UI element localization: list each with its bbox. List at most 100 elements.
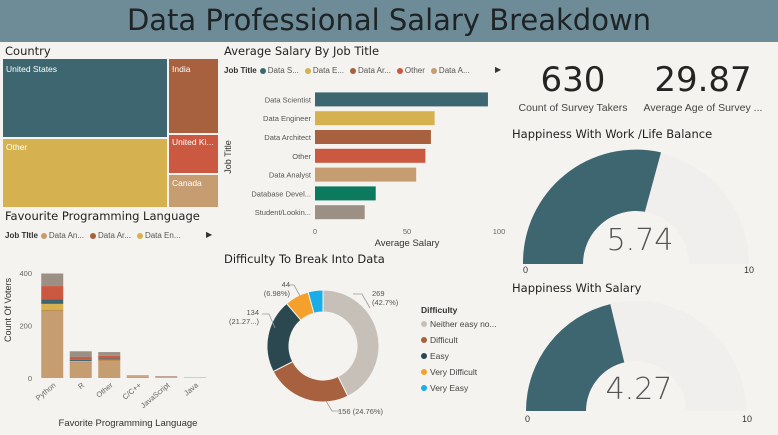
stacked-bar-segment[interactable] [41, 299, 64, 304]
gauge-value: 5.74 [607, 223, 674, 258]
legend-item[interactable]: Very Easy [421, 383, 497, 393]
legend-item-label: Very Difficult [430, 367, 478, 377]
job-title-tick-label: Database Devel... [251, 189, 311, 198]
legend-dot [421, 321, 427, 327]
legend-item[interactable]: Data An... [40, 231, 85, 240]
legend-item[interactable]: Data Ar... [350, 66, 391, 75]
fav-lang-chart[interactable]: 0 200 400 Python R Other C/C++JavaScript Java Co… [0, 248, 220, 432]
stacked-bar-segment[interactable] [69, 351, 92, 358]
legend-item[interactable]: Other [396, 66, 425, 75]
donut-data-label: 44 [282, 280, 290, 289]
treemap-tile-united-states[interactable] [3, 59, 167, 137]
x-tick-label: 50 [403, 227, 411, 236]
legend-item-label: Data S... [267, 66, 299, 75]
treemap-tile-united-kingdom[interactable] [169, 135, 218, 173]
stacked-bar-segment[interactable] [69, 359, 92, 361]
legend-item-label: Other [404, 66, 425, 75]
legend-item[interactable]: Data En... [136, 231, 181, 240]
stacked-bar-segment[interactable] [41, 311, 64, 378]
work-life-gauge-title: Happiness With Work /Life Balance [512, 127, 713, 141]
language-tick-label: Java [182, 380, 201, 398]
stacked-bar-segment[interactable] [155, 376, 178, 377]
gauge-min-label: 0 [523, 265, 528, 275]
legend-item[interactable]: Data A... [430, 66, 470, 75]
legend-item[interactable]: Difficult [421, 335, 497, 345]
stacked-bar-segment[interactable] [69, 360, 92, 362]
stacked-bar-segment[interactable] [98, 358, 121, 360]
salary-bar[interactable] [315, 205, 365, 220]
stacked-bar-segment[interactable] [41, 273, 64, 287]
stacked-bar-segment[interactable] [98, 359, 121, 361]
x-axis-title: Favorite Programming Language [59, 418, 198, 429]
salary-bar[interactable] [315, 186, 376, 201]
treemap-tile-other[interactable] [3, 139, 167, 207]
avg-salary-chart[interactable]: Data Scientist Data Engineer Data Architec… [222, 82, 514, 252]
legend-item[interactable]: Data S... [259, 66, 299, 75]
salary-bar[interactable] [315, 111, 435, 126]
legend-item[interactable]: Neither easy no... [421, 319, 497, 329]
stacked-bar-segment[interactable] [98, 360, 121, 361]
country-treemap[interactable]: United States India Other United Ki... C… [3, 59, 218, 207]
stacked-bar-segment[interactable] [155, 377, 178, 378]
donut-data-label: (6.98%) [264, 289, 291, 298]
stacked-bar-segment[interactable] [41, 310, 64, 312]
legend-dot [259, 67, 266, 74]
legend-scroll-right-icon[interactable]: ▶ [495, 65, 502, 74]
legend-item-label: Data An... [48, 231, 85, 240]
gauge-fill [526, 304, 625, 411]
salary-bar[interactable] [315, 130, 431, 144]
stacked-bar-segment[interactable] [41, 303, 64, 311]
stacked-bar-segment[interactable] [98, 355, 121, 359]
x-axis-title: Average Salary [375, 238, 440, 249]
legend-item[interactable]: Easy [421, 351, 497, 361]
language-tick-label: Python [34, 381, 58, 403]
stacked-bar-segment[interactable] [41, 286, 64, 300]
salary-bar[interactable] [315, 92, 488, 107]
average-age-value: 29.87 [654, 60, 752, 100]
legend-item[interactable]: Data Ar... [90, 231, 131, 240]
language-tick-label: C/C++ [121, 380, 144, 401]
job-title-tick-label: Data Analyst [269, 171, 312, 180]
salary-gauge[interactable]: 4.27 0 10 [515, 293, 765, 431]
donut-data-label: (21.27...) [229, 317, 260, 326]
difficulty-donut-chart[interactable]: 269(42.7%) 156 (24.76%) 134(21.27...) 44(6.… [222, 270, 418, 420]
work-life-gauge[interactable]: 5.74 0 10 [515, 140, 765, 278]
donut-slice[interactable] [322, 289, 380, 397]
salary-bar[interactable] [315, 148, 426, 163]
language-tick-label: Other [94, 380, 115, 399]
y-tick-label: 200 [19, 322, 32, 331]
fav-lang-title: Favourite Programming Language [5, 209, 200, 223]
difficulty-legend: Difficulty Neither easy no... Difficult … [421, 305, 497, 399]
treemap-tile-india[interactable] [169, 59, 218, 133]
legend-item[interactable]: Data E... [304, 66, 344, 75]
donut-slice[interactable] [307, 289, 324, 314]
leader-line [353, 293, 371, 309]
avg-salary-title: Average Salary By Job Title [224, 44, 380, 58]
treemap-tile-canada[interactable] [169, 175, 218, 207]
legend-scroll-right-icon[interactable]: ▶ [206, 230, 213, 239]
stacked-bar-segment[interactable] [126, 376, 149, 378]
job-title-tick-label: Data Scientist [265, 95, 312, 104]
legend-dot [90, 232, 97, 239]
stacked-bar-segment[interactable] [69, 357, 92, 360]
leader-line [262, 313, 276, 329]
donut-slice[interactable] [272, 360, 349, 403]
stacked-bar-segment[interactable] [98, 352, 121, 356]
legend-item-label: Difficult [430, 335, 458, 345]
salary-bar[interactable] [315, 167, 417, 182]
stacked-bar-segment[interactable] [69, 362, 92, 378]
x-tick-label: 0 [313, 227, 317, 236]
stacked-bar-segment[interactable] [69, 361, 92, 363]
legend-item-label: Neither easy no... [430, 319, 497, 329]
gauge-fill [522, 149, 661, 264]
stacked-bar-segment[interactable] [126, 375, 149, 377]
treemap-label: Canada [172, 178, 202, 188]
stacked-bar-segment[interactable] [98, 360, 121, 378]
y-tick-label: 0 [28, 374, 32, 383]
country-title: Country [5, 44, 51, 58]
legend-item[interactable]: Very Difficult [421, 367, 497, 377]
leader-line [325, 400, 340, 412]
survey-count-label: Count of Survey Takers [518, 102, 628, 114]
legend-item-label: Very Easy [430, 383, 469, 393]
leader-line [289, 284, 301, 297]
